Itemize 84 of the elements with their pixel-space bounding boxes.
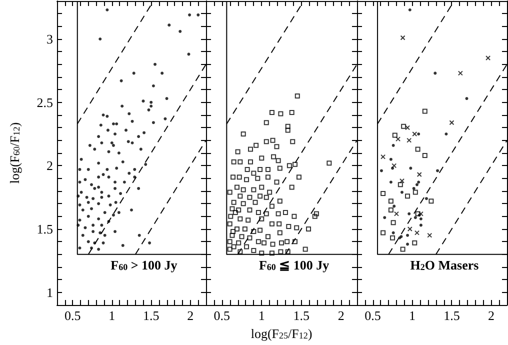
point (444, 132, 448, 136)
point (406, 234, 410, 237)
x-tick-label: 0.5 (64, 308, 81, 323)
y-axis-title: log(F60/F12) (7, 122, 22, 184)
point (394, 211, 399, 216)
point (412, 190, 418, 195)
point (392, 144, 395, 147)
point (412, 186, 416, 190)
point (465, 97, 468, 100)
point (388, 208, 394, 212)
point (416, 183, 418, 186)
point (449, 120, 454, 126)
point (412, 132, 418, 136)
point (396, 136, 401, 142)
y-tick-label: 3 (46, 32, 53, 46)
point (415, 211, 420, 216)
point (419, 224, 422, 227)
point (409, 166, 412, 170)
point (392, 132, 398, 138)
point (401, 124, 406, 129)
point (392, 163, 397, 168)
point (417, 132, 420, 136)
point (388, 198, 394, 204)
x-tick-label: 0.5 (214, 308, 230, 323)
point (380, 169, 383, 172)
point (406, 242, 410, 246)
point (398, 182, 403, 188)
point (405, 194, 410, 199)
point (407, 226, 412, 232)
point (414, 216, 417, 220)
point (418, 214, 421, 217)
point (424, 197, 428, 200)
point (380, 191, 386, 196)
point (392, 204, 396, 208)
point (380, 154, 386, 160)
x-tick-label: 1.5 (142, 308, 160, 323)
point (389, 158, 392, 161)
x-tick-label: 0.5 (364, 308, 381, 323)
point (400, 246, 406, 252)
x-tick-label: 1 (258, 308, 265, 323)
point (434, 72, 437, 75)
y-tick-label: 2.5 (36, 94, 53, 110)
point (427, 232, 432, 238)
point (400, 190, 404, 194)
x-tick-label: 1 (409, 308, 416, 323)
point (414, 230, 420, 236)
point (380, 230, 386, 236)
y-tick-label: 2 (46, 158, 53, 174)
y-tick-label: 1.5 (36, 222, 53, 236)
point (390, 235, 396, 240)
point (383, 216, 386, 220)
y-tick-label: 1 (46, 284, 53, 300)
point (390, 220, 396, 226)
point (422, 153, 428, 158)
x-tick-label: 1 (108, 308, 116, 323)
point (400, 35, 406, 40)
point (422, 108, 428, 114)
point (408, 8, 412, 12)
point (419, 217, 422, 220)
point (436, 169, 440, 172)
point (400, 178, 404, 184)
point (412, 240, 418, 246)
annotation: F60 ≦ 100 Jy (258, 257, 330, 272)
point (391, 166, 394, 170)
x-axis-title: log(F25/F12) (250, 326, 312, 341)
point (405, 125, 410, 130)
point (486, 56, 491, 60)
x-tick-label: 2 (488, 308, 494, 323)
point (408, 212, 411, 216)
point (428, 198, 434, 204)
point (458, 70, 463, 76)
point (392, 231, 395, 234)
annotation: H2O Masers (410, 257, 479, 272)
annotation: F60 > 100 Jy (110, 257, 178, 272)
x-tick-label: 1.5 (444, 308, 460, 323)
x-tick-label: 2 (338, 308, 344, 323)
point (406, 138, 412, 143)
point (416, 172, 422, 178)
x-tick-label: 1.5 (293, 308, 310, 323)
point (418, 211, 424, 216)
x-tick-label: 2 (187, 308, 194, 323)
point (389, 180, 392, 184)
point (417, 180, 420, 184)
point (415, 146, 420, 152)
